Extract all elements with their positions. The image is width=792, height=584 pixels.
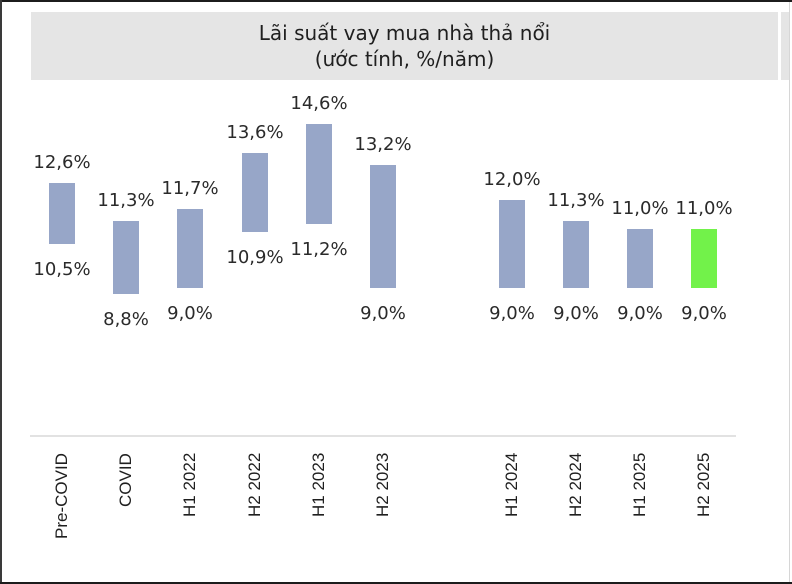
high-value-label: 11,3% (97, 189, 155, 211)
frame-bottom-border (0, 582, 792, 584)
range-bar (113, 220, 139, 294)
x-axis-category-label: H2 2022 (245, 452, 264, 517)
high-value-label: 12,0% (483, 169, 541, 191)
frame-top-border (0, 0, 792, 2)
low-value-label: 10,9% (226, 247, 284, 269)
high-value-label: 14,6% (290, 92, 348, 114)
high-value-label: 13,2% (354, 133, 412, 155)
x-axis-category-label: H2 2024 (566, 452, 585, 517)
range-bar (242, 153, 268, 233)
x-axis-category-label: H1 2022 (180, 452, 199, 517)
low-value-label: 9,0% (681, 303, 727, 324)
low-value-label: 11,2% (290, 238, 348, 260)
high-value-label: 13,6% (226, 122, 284, 144)
range-bar (306, 123, 332, 224)
x-axis-category-label: COVID (116, 453, 135, 507)
x-axis-category-label: Pre-COVID (52, 453, 71, 539)
high-value-label: 11,0% (611, 198, 669, 220)
range-bar (370, 164, 396, 288)
x-axis-line (30, 435, 736, 437)
low-value-label: 9,0% (617, 303, 663, 324)
range-bar (627, 229, 653, 288)
low-value-label: 9,0% (360, 303, 406, 324)
high-value-label: 11,0% (675, 198, 733, 220)
x-axis-category-label: H1 2025 (630, 452, 649, 517)
high-value-label: 11,3% (547, 189, 605, 211)
frame-left-border (0, 0, 2, 584)
high-value-label: 11,7% (161, 177, 219, 199)
range-bar (49, 182, 75, 245)
chart-title: Lãi suất vay mua nhà thả nổi (258, 21, 551, 45)
low-value-label: 10,5% (33, 259, 91, 281)
x-axis-category-label: H2 2023 (373, 452, 392, 517)
high-value-label: 12,6% (33, 151, 91, 173)
range-bar (177, 208, 203, 288)
low-value-label: 9,0% (167, 303, 213, 324)
chart-subtitle: (ước tính, %/năm) (314, 47, 495, 71)
range-bar (563, 220, 589, 288)
low-value-label: 9,0% (553, 303, 599, 324)
range-bar (691, 229, 717, 288)
frame-right-border (789, 2, 790, 582)
chart-title-band: Lãi suất vay mua nhà thả nổi (ước tính, … (31, 12, 778, 80)
x-axis-category-label: H1 2024 (502, 452, 521, 517)
low-value-label: 9,0% (489, 303, 535, 324)
low-value-label: 8,8% (103, 308, 149, 330)
title-band-edge (781, 12, 789, 80)
x-axis-category-label: H2 2025 (694, 452, 713, 517)
range-bar (499, 200, 525, 288)
x-axis-category-label: H1 2023 (309, 452, 328, 517)
